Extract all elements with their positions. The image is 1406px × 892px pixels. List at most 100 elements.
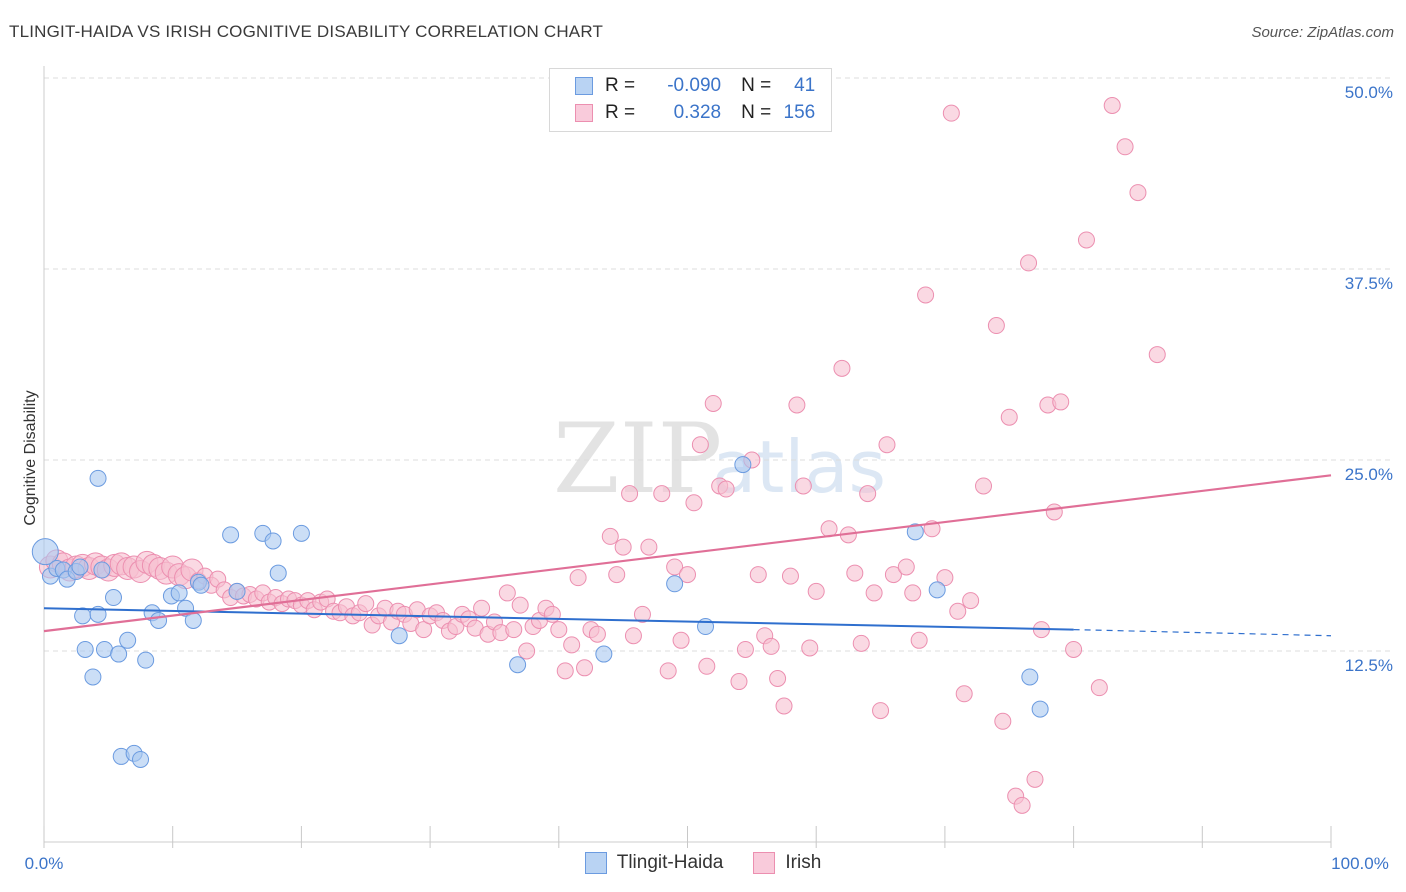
irish-point (1148, 346, 1166, 364)
irish-point (897, 558, 915, 576)
irish-point (505, 621, 523, 639)
tlingit-point (1031, 700, 1049, 718)
tlingit-point (119, 631, 137, 649)
legend-n-label: N = (741, 75, 772, 96)
irish-point (872, 702, 890, 720)
irish-point (949, 602, 967, 620)
x-tick-label: 100.0% (1331, 854, 1389, 873)
tlingit-point (192, 576, 210, 594)
y-tick-label: 25.0% (1345, 465, 1393, 484)
tlingit-point (264, 532, 282, 550)
irish-point (576, 659, 594, 677)
tlingit-trend-extension (1073, 629, 1332, 637)
y-tick-label: 37.5% (1345, 274, 1393, 293)
irish-point (788, 396, 806, 414)
irish-point (473, 599, 491, 617)
chart-title: TLINGIT-HAIDA VS IRISH COGNITIVE DISABIL… (9, 22, 604, 41)
irish-point (749, 566, 767, 584)
legend-item-irish: Irish (753, 852, 821, 874)
tlingit-point (595, 645, 613, 663)
irish-point (846, 564, 864, 582)
irish-point (550, 621, 568, 639)
irish-point (1116, 138, 1134, 156)
irish-point (1020, 254, 1038, 272)
irish-point (1129, 184, 1147, 202)
tlingit-point (222, 526, 240, 544)
irish-point (633, 605, 651, 623)
irish-point (569, 569, 587, 587)
irish-point (1026, 770, 1044, 788)
tlingit-point (84, 668, 102, 686)
irish-point (563, 636, 581, 654)
irish-point (640, 538, 658, 556)
irish-trend-line (43, 474, 1332, 633)
y-tick-label: 12.5% (1345, 656, 1393, 675)
irish-point (1000, 408, 1018, 426)
tlingit-point (93, 561, 111, 579)
irish-point (807, 582, 825, 600)
source-label: Source: ZipAtlas.com (1251, 24, 1394, 41)
legend-r-value: 0.328 (673, 102, 722, 123)
irish-point (608, 566, 626, 584)
tlingit-point (734, 456, 752, 474)
irish-point (975, 477, 993, 495)
series-legend: Tlingit-Haida Irish (0, 852, 1406, 874)
irish-point (762, 637, 780, 655)
irish-point (698, 657, 716, 675)
irish-swatch (575, 104, 593, 122)
irish-point (1077, 231, 1095, 249)
irish-point (878, 436, 896, 454)
tlingit-point (71, 558, 89, 576)
irish-point (685, 494, 703, 512)
irish-point (865, 584, 883, 602)
irish-point (518, 642, 536, 660)
tlingit-point (76, 640, 94, 658)
irish-point (833, 359, 851, 377)
tlingit-point (928, 581, 946, 599)
irish-point (614, 538, 632, 556)
legend-r-label: R = (605, 102, 636, 123)
irish-point (730, 673, 748, 691)
irish-point (910, 631, 928, 649)
irish-point (1045, 503, 1063, 521)
irish-point (936, 569, 954, 587)
tlingit-swatch (575, 77, 593, 95)
tlingit-trend-line (43, 607, 1074, 631)
tlingit-point (1021, 668, 1039, 686)
legend-r-value: -0.090 (667, 75, 722, 96)
tlingit-point (150, 611, 168, 629)
irish-point (955, 685, 973, 703)
irish-point (917, 286, 935, 304)
irish-point (543, 605, 561, 623)
tlingit-point (292, 524, 310, 542)
tlingit-point (906, 523, 924, 541)
irish-point (1090, 679, 1108, 697)
x-tick-label: 0.0% (25, 854, 64, 873)
tlingit-point (74, 607, 92, 625)
tlingit-point (390, 627, 408, 645)
irish-point (736, 640, 754, 658)
irish-point (859, 485, 877, 503)
irish-point (659, 662, 677, 680)
irish-point (1103, 97, 1121, 115)
irish-point (781, 567, 799, 585)
irish-point (624, 627, 642, 645)
irish-point (556, 662, 574, 680)
tlingit-point (89, 469, 107, 487)
irish-point (691, 436, 709, 454)
irish-point (884, 566, 902, 584)
tlingit-point (228, 582, 246, 600)
irish-point (511, 596, 529, 614)
irish-point (653, 485, 671, 503)
legend-item-tlingit: Tlingit-Haida (584, 852, 723, 874)
irish-point (801, 639, 819, 657)
irish-point (415, 621, 433, 639)
tlingit-point (132, 750, 150, 768)
irish-point (1013, 796, 1031, 814)
irish-point (942, 104, 960, 122)
stats-legend: R = -0.090 N = 41 R = 0.328 N = 156 (549, 68, 832, 132)
irish-point (621, 485, 639, 503)
tlingit-point (95, 640, 113, 658)
irish-swatch (753, 852, 776, 874)
